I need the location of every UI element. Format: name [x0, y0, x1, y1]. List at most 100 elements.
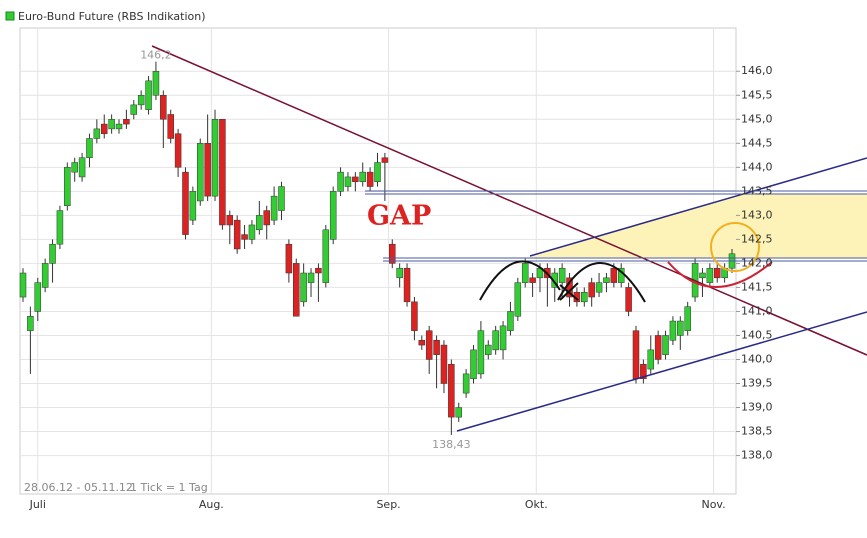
candle-body: [71, 162, 78, 173]
shoulder-arc: [557, 262, 646, 303]
candle-body: [293, 263, 300, 317]
cross-mark: [559, 282, 579, 301]
candle-body: [477, 330, 485, 375]
candle-body: [699, 272, 706, 279]
candle-body: [329, 191, 337, 240]
candle-body: [352, 176, 359, 182]
candle-body: [182, 171, 189, 235]
y-tick-label: 143,0: [741, 208, 773, 221]
candle-body: [160, 95, 167, 120]
candle-body: [499, 325, 507, 351]
candle-body: [403, 267, 411, 303]
candle-body: [34, 282, 42, 312]
candle-body: [411, 301, 418, 331]
highlight-band: [530, 194, 867, 258]
y-tick-label: 145,0: [741, 112, 773, 125]
candle-body: [462, 373, 470, 394]
y-tick-label: 143,5: [741, 184, 773, 197]
candle-body: [485, 344, 492, 355]
highlight-circle: [710, 222, 760, 272]
candles: [19, 61, 736, 435]
candle-body: [197, 143, 204, 202]
candle-body: [49, 243, 56, 264]
candle-body: [19, 272, 27, 298]
candle-body: [270, 195, 278, 221]
candle-body: [123, 119, 130, 125]
candle-body: [263, 210, 270, 226]
candle-body: [307, 272, 315, 283]
y-tick-label: 141,5: [741, 280, 773, 293]
candle-body: [389, 243, 396, 264]
candle-body: [713, 267, 721, 279]
candle-body: [27, 315, 34, 331]
y-tick-label: 141,0: [741, 304, 773, 317]
x-tick-label: Okt.: [525, 498, 548, 511]
shoulder-arc: [479, 260, 561, 301]
candle-body: [640, 364, 647, 379]
candle-body: [300, 272, 307, 303]
candle-body: [241, 234, 248, 240]
candle-body: [219, 119, 226, 226]
candle-body: [337, 171, 344, 192]
candle-body: [174, 133, 182, 168]
candle-body: [647, 349, 655, 370]
candle-body: [448, 364, 455, 418]
candle-body: [100, 123, 108, 134]
candle-body: [366, 171, 374, 187]
candle-body: [440, 344, 448, 384]
candle-body: [669, 320, 677, 341]
channel-lower: [456, 311, 867, 432]
candle-body: [433, 340, 440, 355]
candle-body: [529, 277, 536, 283]
candle-body: [677, 320, 684, 336]
candle-body: [507, 311, 514, 331]
y-tick-label: 138,0: [741, 449, 773, 462]
x-tick-label: Nov.: [701, 498, 725, 511]
candle-body: [662, 335, 669, 355]
y-tick-label: 144,5: [741, 136, 773, 149]
candle-body: [470, 349, 477, 379]
x-tick-label: Sep.: [376, 498, 400, 511]
candle-body: [418, 340, 426, 346]
candle-body: [167, 114, 174, 139]
legend-swatch: [5, 11, 15, 21]
y-tick-label: 142,0: [741, 256, 773, 269]
y-tick-label: 144,0: [741, 160, 773, 173]
candle-body: [625, 287, 632, 312]
candle-body: [492, 330, 499, 351]
candle-body: [654, 335, 662, 360]
drawings: [151, 45, 867, 432]
legend-label: Euro-Bund Future (RBS Indikation): [18, 10, 206, 23]
candle-body: [115, 123, 123, 130]
candle-body: [455, 407, 462, 418]
candle-body: [315, 267, 322, 274]
y-tick-label: 146,0: [741, 64, 773, 77]
tick-note: 1 Tick = 1 Tag: [130, 481, 208, 494]
candle-body: [189, 191, 197, 221]
candle-body: [514, 282, 522, 317]
candle-body: [603, 277, 610, 283]
candle-body: [595, 282, 603, 293]
candle-body: [86, 138, 93, 158]
candle-body: [211, 119, 219, 197]
candle-body: [233, 219, 241, 250]
candle-body: [226, 215, 234, 226]
candle-body: [425, 330, 433, 360]
candle-body: [248, 224, 256, 240]
candle-body: [684, 306, 691, 331]
y-tick-label: 139,0: [741, 401, 773, 414]
candle-body: [374, 162, 381, 182]
candle-body: [64, 167, 71, 207]
candle-body: [145, 80, 152, 110]
channel-upper: [529, 157, 867, 257]
candle-body: [56, 210, 64, 245]
gap-label: GAP: [367, 201, 431, 232]
candle-body: [581, 291, 588, 303]
x-tick-label: Aug.: [199, 498, 224, 511]
y-tick-label: 140,0: [741, 352, 773, 365]
candle-body: [78, 157, 86, 178]
cup-arc: [667, 261, 773, 288]
candle-body: [381, 157, 389, 163]
y-tick-label: 145,5: [741, 88, 773, 101]
